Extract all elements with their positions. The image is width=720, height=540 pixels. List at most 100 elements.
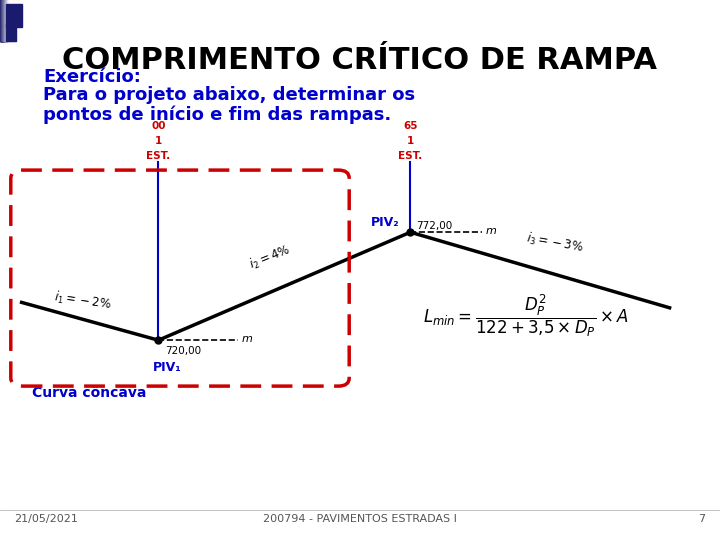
Bar (6, 0, 16, 40)
Text: m: m (241, 334, 252, 344)
Bar (6, 0, 15, 40)
Bar (5, 0, 14, 40)
Text: 65: 65 (403, 121, 418, 131)
Bar (4, 0, 13, 40)
Bar (4, 0, 14, 40)
Bar (7, 0, 16, 40)
Bar (5, 0, 14, 40)
Bar (4, 0, 13, 40)
Bar (0, 0, 9, 40)
Bar (4, 0, 13, 40)
Bar (9, 0, 18, 40)
Bar (1, 0, 10, 40)
Bar (7, 0, 17, 40)
Text: PIV₁: PIV₁ (153, 361, 181, 374)
Bar (1, 0, 10, 40)
Bar (1, 0, 10, 40)
Bar (3, 0, 12, 40)
Bar (6, 0, 16, 40)
Text: 720,00: 720,00 (166, 346, 202, 356)
Bar (9, 0, 17, 40)
Text: Curva côncava: Curva côncava (32, 386, 147, 400)
Text: 1: 1 (155, 136, 162, 146)
Bar (8, 0, 17, 40)
Text: EST.: EST. (398, 151, 423, 161)
Bar (3, 0, 12, 40)
Text: EST.: EST. (146, 151, 171, 161)
Bar (7, 0, 16, 40)
Text: Exercício:: Exercício: (43, 68, 141, 85)
Text: 1: 1 (407, 136, 414, 146)
Text: PIV₂: PIV₂ (371, 217, 400, 230)
Bar (6, 0, 15, 40)
Bar (3, 0, 12, 40)
Text: 21/05/2021: 21/05/2021 (14, 515, 78, 524)
Bar (2, 0, 11, 40)
Bar (6, 0, 15, 40)
Text: 00: 00 (151, 121, 166, 131)
Bar (1, 0, 9, 40)
Text: m: m (486, 226, 497, 236)
Bar (2, 0, 12, 40)
Bar (6, 0, 14, 40)
Bar (1, 0, 11, 40)
Bar (8, 0, 17, 40)
Bar (3, 0, 12, 40)
Text: $\mathit{i_1 = -2\%}$: $\mathit{i_1 = -2\%}$ (53, 289, 112, 313)
Bar (4, 0, 13, 40)
Bar (4, 0, 14, 40)
Bar (9, 0, 18, 40)
Bar (4, 0, 13, 40)
Bar (6, 0, 14, 40)
Bar (5, 0, 14, 40)
Text: pontos de início e fim das rampas.: pontos de início e fim das rampas. (43, 105, 392, 124)
Bar (1, 0, 11, 40)
Bar (0, 0, 9, 40)
Bar (6, 4, 22, 27)
Bar (9, 0, 18, 40)
Bar (8, 0, 17, 40)
Text: 772,00: 772,00 (416, 220, 452, 231)
Text: $L_{min} = \dfrac{D_P^2}{122 + 3{,}5 \times D_P} \times A$: $L_{min} = \dfrac{D_P^2}{122 + 3{,}5 \ti… (423, 293, 629, 339)
Bar (2, 0, 11, 40)
Bar (5, 0, 14, 40)
Bar (4, 0, 12, 40)
Bar (8, 0, 17, 40)
Bar (6, 0, 14, 40)
Text: 200794 - PAVIMENTOS ESTRADAS I: 200794 - PAVIMENTOS ESTRADAS I (263, 515, 457, 524)
Bar (5, 0, 14, 40)
Bar (6, 0, 15, 40)
Bar (6, 24, 16, 40)
Bar (0, 0, 9, 40)
Bar (4, 0, 13, 40)
Bar (1, 0, 9, 40)
Text: 7: 7 (698, 515, 706, 524)
Bar (9, 0, 17, 40)
Bar (8, 0, 17, 40)
Bar (5, 0, 14, 40)
Bar (6, 0, 15, 40)
Bar (7, 0, 16, 40)
Bar (7, 0, 17, 40)
Bar (4, 0, 14, 40)
Bar (3, 0, 12, 40)
Text: $\mathit{i_2 = 4\%}$: $\mathit{i_2 = 4\%}$ (247, 241, 293, 273)
Bar (6, 0, 16, 40)
Text: COMPRIMENTO CRÍTICO DE RAMPA: COMPRIMENTO CRÍTICO DE RAMPA (63, 46, 657, 75)
Bar (1, 0, 10, 40)
Bar (6, 0, 15, 40)
Bar (7, 0, 16, 40)
Text: Para o projeto abaixo, determinar os: Para o projeto abaixo, determinar os (43, 86, 415, 104)
Bar (1, 0, 11, 40)
Bar (2, 0, 12, 40)
Bar (6, 0, 14, 40)
Bar (1, 0, 10, 40)
Bar (1, 0, 10, 40)
Text: $\mathit{i_3 = -3\%}$: $\mathit{i_3 = -3\%}$ (525, 231, 584, 256)
Bar (3, 0, 12, 40)
Bar (9, 0, 17, 40)
Bar (2, 0, 11, 40)
Bar (8, 0, 17, 40)
Bar (4, 0, 13, 40)
Bar (2, 0, 12, 40)
